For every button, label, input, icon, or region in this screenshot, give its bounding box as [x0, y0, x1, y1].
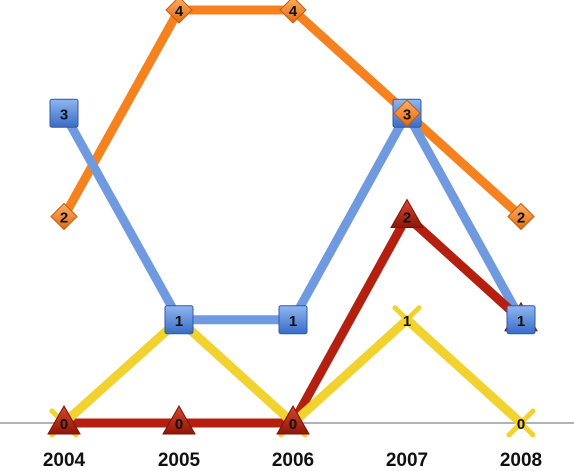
data-label: 4 — [175, 3, 184, 20]
data-point-diamond — [50, 202, 78, 231]
data-label: 3 — [60, 106, 68, 123]
data-point-square — [49, 98, 79, 128]
x-tick-label: 2005 — [158, 450, 201, 471]
series-line-square — [59, 108, 526, 325]
data-label: 0 — [289, 416, 297, 433]
data-label: 1 — [289, 313, 297, 330]
data-label: 2 — [60, 210, 68, 227]
data-point-square — [164, 305, 194, 335]
data-label: 1 — [175, 313, 183, 330]
data-point-triangle — [390, 198, 424, 228]
data-point-diamond — [165, 0, 193, 24]
data-label: 1 — [517, 313, 525, 330]
data-point-diamond — [279, 0, 307, 24]
marker-layer: 01010000213113124432 — [47, 0, 538, 438]
x-tick-labels: 2004 2005 2006 2007 2008 — [43, 450, 542, 471]
x-tick-label: 2004 — [43, 450, 86, 471]
data-point-triangle — [276, 404, 310, 435]
data-point-square — [278, 305, 308, 335]
data-label: 2 — [517, 210, 525, 227]
data-label: 4 — [289, 3, 298, 20]
data-label: 0 — [517, 416, 525, 433]
x-tick-label: 2006 — [272, 450, 314, 471]
data-point-x — [392, 305, 422, 335]
data-point-square — [506, 305, 536, 335]
data-point-diamond — [393, 99, 421, 127]
data-point-triangle — [47, 404, 81, 435]
series-layer — [59, 5, 526, 428]
data-label: 1 — [403, 313, 411, 330]
x-tick-label: 2008 — [500, 450, 542, 471]
data-label: 0 — [175, 416, 183, 433]
data-point-x — [506, 408, 536, 438]
data-label: 3 — [403, 106, 411, 123]
series-line-diamond — [59, 5, 526, 221]
data-point-triangle — [162, 404, 196, 435]
data-label: 2 — [403, 210, 411, 227]
x-tick-label: 2007 — [386, 450, 428, 471]
data-point-diamond — [507, 202, 535, 231]
data-label: 0 — [60, 416, 68, 433]
